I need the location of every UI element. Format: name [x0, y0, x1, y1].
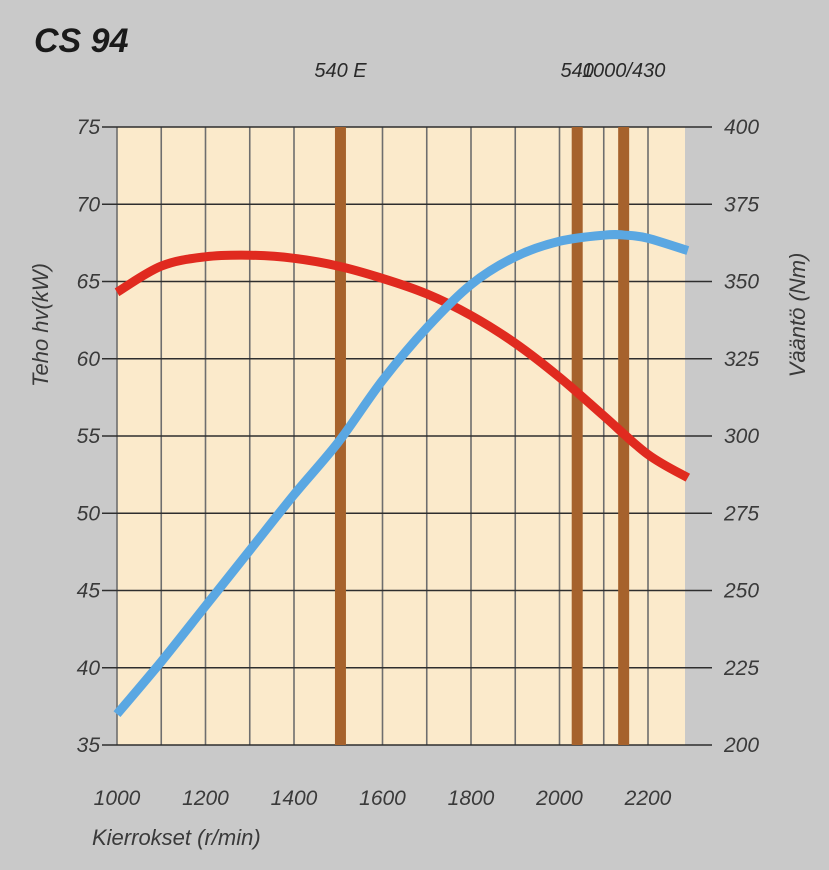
marker-label: 540 E	[314, 60, 367, 82]
x-tick-label: 1400	[271, 787, 318, 810]
y-left-tick-label: 60	[77, 348, 101, 371]
y-right-tick-label: 375	[724, 193, 759, 216]
grid-lines	[102, 126, 712, 746]
y-left-tick-label: 75	[77, 116, 101, 139]
tick-labels: 1000 1200 1400 1600 1800 2000 2200 35 40 45 50 55 60…	[77, 116, 760, 810]
marker-label: 540	[561, 60, 594, 82]
torque-series-line	[113, 230, 690, 717]
x-tick-label: 1000	[94, 787, 141, 810]
y-right-tick-label: 225	[723, 657, 759, 680]
x-tick-label: 1600	[359, 787, 406, 810]
y-right-tick-label: 300	[724, 425, 759, 448]
y-axis-label-left: Teho hv(kW)	[28, 263, 53, 387]
y-right-tick-label: 275	[723, 502, 759, 525]
y-left-tick-label: 65	[77, 271, 101, 294]
marker-label: 1000/430	[582, 60, 665, 82]
x-tick-label: 1200	[182, 787, 229, 810]
y-left-tick-label: 45	[77, 580, 101, 603]
y-axis-label-right: Vääntö (Nm)	[785, 253, 810, 378]
y-left-tick-label: 70	[77, 193, 101, 216]
x-tick-label: 2200	[624, 787, 672, 810]
x-tick-label: 2000	[535, 787, 583, 810]
y-left-tick-label: 55	[77, 425, 101, 448]
y-right-tick-label: 200	[723, 734, 759, 757]
x-tick-label: 1800	[448, 787, 495, 810]
y-right-tick-label: 250	[723, 580, 759, 603]
power-series-line	[114, 250, 691, 482]
x-axis-label: Kierrokset (r/min)	[92, 825, 261, 850]
y-left-tick-label: 50	[77, 502, 101, 525]
chart-title: CS 94	[34, 22, 129, 60]
series-lines	[113, 230, 691, 717]
y-right-tick-label: 350	[724, 271, 759, 294]
y-left-tick-label: 40	[77, 657, 101, 680]
y-right-tick-label: 400	[724, 116, 759, 139]
y-right-tick-label: 325	[724, 348, 759, 371]
y-left-tick-label: 35	[77, 734, 101, 757]
